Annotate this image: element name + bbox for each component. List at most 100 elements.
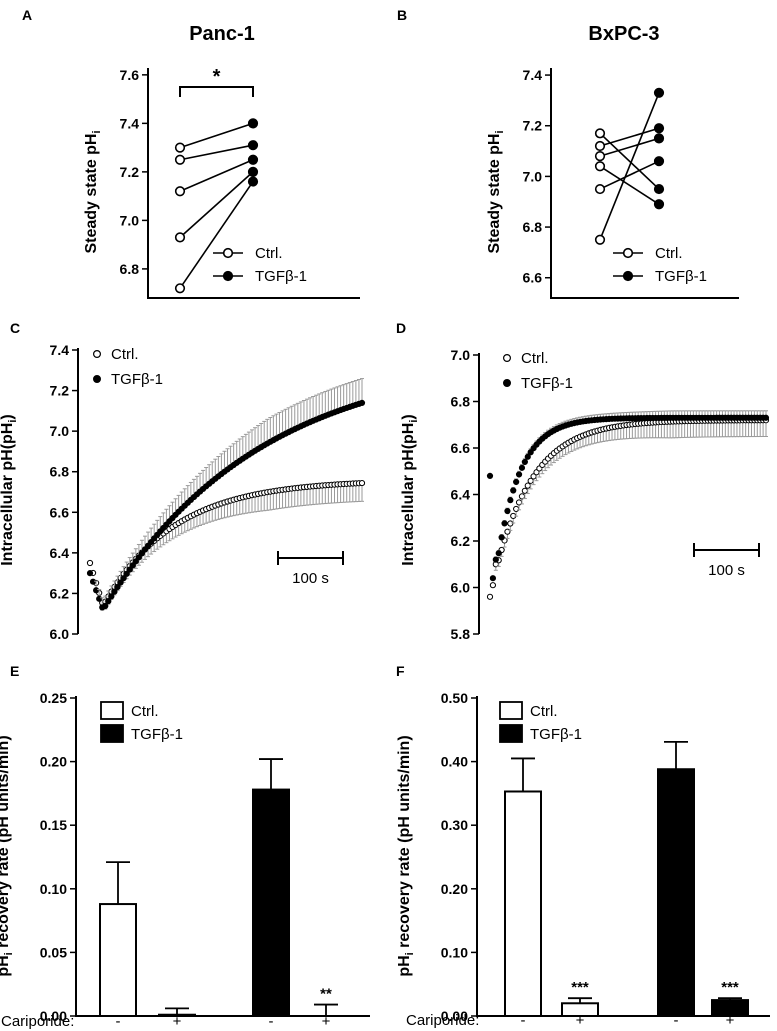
ctrl-point (174, 142, 186, 153)
cariporide-label: Cariporide: (1, 1013, 74, 1030)
y-axis-label: Intracellular pH(pHi) (0, 414, 19, 566)
tgf-point (492, 556, 499, 563)
y-tick-label: 6.8 (523, 219, 543, 235)
y-tick-label: 6.8 (50, 464, 70, 480)
legend-label-tgf: TGFβ-1 (131, 726, 183, 743)
ctrl-point (513, 505, 520, 513)
tgf-point (102, 602, 109, 610)
y-tick-label: 0.15 (40, 817, 67, 833)
tgf-point (93, 587, 100, 594)
panel-letter-f: F (396, 663, 405, 679)
y-tick-label: 0.05 (40, 944, 67, 960)
legend-box-ctrl (499, 701, 523, 720)
significance-star: * (213, 66, 221, 88)
tgf-point (495, 550, 502, 557)
tgf-point (117, 579, 124, 586)
legend-box-tgf (100, 724, 124, 743)
tgf-point (498, 534, 505, 541)
cariporide-sign: - (269, 1013, 274, 1030)
tgf-point (513, 478, 520, 486)
panel-letter-a: A (22, 7, 32, 23)
tgf-point (129, 562, 136, 569)
y-axis-label: pHi recovery rate (pH units/min) (396, 735, 416, 976)
ctrl-point (507, 520, 514, 527)
ctrl-point (86, 559, 94, 567)
ctrl-point (489, 582, 497, 589)
bar (252, 788, 290, 1017)
ctrl-point (524, 482, 531, 489)
y-tick-label: 0.20 (441, 881, 468, 897)
cariporide-sign: - (116, 1013, 121, 1030)
pair-line (599, 165, 660, 205)
legend-label-tgf: TGFβ-1 (655, 268, 707, 285)
legend-marker-ctrl (222, 247, 234, 259)
tgf-point (114, 583, 121, 591)
cariporide-sign: + (576, 1012, 585, 1029)
ctrl-point (594, 161, 606, 172)
legend-marker-tgf (92, 375, 101, 384)
tgf-point (486, 472, 494, 479)
tgf-point (120, 575, 127, 582)
y-tick-label: 6.4 (50, 545, 70, 561)
legend-marker-tgf (222, 270, 234, 282)
y-tick-label: 0.20 (40, 754, 67, 770)
ctrl-point (486, 593, 494, 600)
bar (158, 1013, 196, 1018)
significance-label: ** (320, 986, 332, 1003)
tgf-point (135, 554, 142, 561)
cariporide-sign: - (521, 1012, 526, 1029)
tgf-point (653, 156, 665, 167)
tgf-point (138, 550, 146, 557)
significance-bracket (179, 85, 254, 97)
y-tick-label: 0.00 (441, 1008, 468, 1024)
y-tick-label: 7.0 (451, 347, 471, 363)
panel-title: BxPC-3 (588, 23, 659, 45)
pair-line (599, 127, 660, 147)
ctrl-point (174, 283, 186, 294)
legend-label-ctrl: Ctrl. (255, 245, 283, 262)
tgf-point (653, 123, 665, 134)
cariporide-sign: + (322, 1013, 331, 1030)
legend-label-ctrl: Ctrl. (655, 245, 683, 262)
tgf-point (504, 507, 511, 515)
legend-marker-tgf (622, 270, 634, 282)
legend-marker-ctrl (622, 247, 634, 259)
tgf-point (653, 183, 665, 195)
y-tick-label: 7.0 (523, 168, 543, 184)
panel-letter-d: D (396, 320, 406, 336)
y-tick-label: 6.2 (451, 533, 471, 549)
y-tick-label: 0.10 (40, 881, 67, 897)
tgf-point (247, 154, 259, 165)
legend-label-tgf: TGFβ-1 (111, 371, 163, 388)
ctrl-point (174, 232, 186, 243)
bar (99, 903, 137, 1018)
tgf-point (108, 593, 115, 600)
tgf-point (105, 598, 112, 605)
panel-letter-e: E (10, 663, 19, 679)
pair-line (179, 159, 254, 193)
tgf-point (96, 595, 103, 602)
y-tick-label: 0.50 (441, 690, 468, 706)
tgf-point (126, 566, 133, 573)
y-tick-label: 0.10 (441, 944, 468, 960)
bar (561, 1002, 599, 1018)
series-tgf (86, 378, 366, 611)
tgf-point (489, 575, 497, 582)
y-tick-label: 6.8 (451, 394, 471, 410)
y-tick-label: 7.2 (50, 383, 70, 399)
panel-letter-c: C (10, 320, 20, 336)
y-tick-label: 0.40 (441, 754, 468, 770)
ctrl-point (594, 140, 606, 152)
ctrl-point (594, 234, 606, 245)
pair-line (179, 144, 254, 161)
bar (711, 999, 749, 1017)
ctrl-point (594, 151, 606, 162)
y-tick-label: 7.4 (523, 67, 543, 83)
y-tick-label: 0.30 (441, 817, 468, 833)
legend-label-tgf: TGFβ-1 (255, 268, 307, 285)
ctrl-point (174, 154, 186, 165)
ctrl-point (521, 487, 528, 494)
tgf-point (515, 471, 523, 478)
y-tick-label: 7.0 (120, 212, 140, 228)
tgf-point (524, 453, 531, 460)
